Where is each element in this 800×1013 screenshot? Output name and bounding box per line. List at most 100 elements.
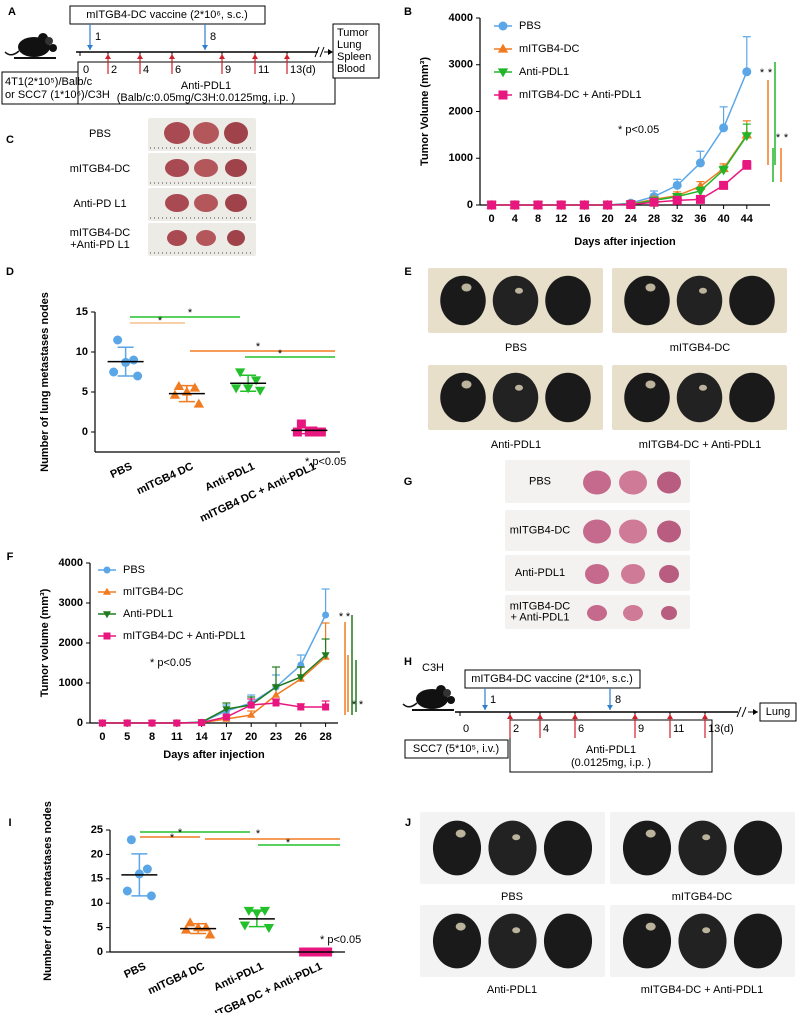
x-tick-label: 36 [694, 213, 706, 225]
panel-label: C [6, 134, 14, 146]
specimen [678, 820, 727, 876]
treatment-box [77, 61, 336, 105]
day-label: 13(d) [708, 723, 734, 735]
arrow-head [607, 705, 613, 710]
significance-mark: * [170, 832, 175, 844]
specimen [645, 380, 656, 389]
marker [718, 166, 729, 176]
marker [247, 710, 256, 718]
arrow-head [753, 709, 758, 715]
day-label: 0 [463, 723, 469, 735]
vaccine-day: 8 [210, 31, 216, 43]
panel-label: E [404, 266, 411, 278]
panel-label: I [8, 817, 11, 829]
marker [741, 132, 752, 142]
significance-mark: * [286, 837, 291, 849]
endpoint-box [759, 702, 797, 722]
y-tick-label: 0 [467, 199, 473, 211]
data-point [146, 891, 156, 901]
x-tick-label: 24 [625, 213, 638, 225]
specimen [729, 372, 775, 423]
data-point [296, 419, 306, 429]
photo-label: Anti-PDL1 [487, 984, 537, 996]
specimen [455, 829, 466, 838]
data-point [204, 929, 216, 939]
y-tick-label: 4000 [59, 557, 83, 569]
arrow-head [219, 54, 225, 59]
marker [672, 180, 682, 190]
series-line [102, 654, 327, 724]
specimen [432, 820, 482, 876]
specimen [702, 834, 711, 841]
marker [271, 690, 281, 698]
axis-break [741, 706, 747, 718]
legend-marker [103, 632, 111, 640]
x-tick-label: mITGB4 DC [146, 960, 207, 997]
y-tick-label: 3000 [449, 59, 473, 71]
data-point [250, 376, 262, 386]
axis-break [319, 46, 325, 58]
significance-mark: * [178, 827, 183, 839]
marker [579, 200, 589, 210]
x-tick-label: PBS [122, 960, 148, 980]
x-tick-label: 8 [149, 731, 155, 743]
dose-label: (0.0125mg, i.p. ) [571, 757, 651, 769]
photo-label: Anti-PDL1 [515, 567, 565, 579]
y-tick-label: 10 [76, 346, 88, 358]
arrow-head [632, 714, 638, 719]
marker [247, 701, 255, 709]
specimen [440, 372, 486, 423]
panel-label: J [405, 817, 411, 829]
photo-label: PBS [501, 891, 523, 903]
panel-label: A [8, 6, 16, 18]
y-tick-label: 15 [91, 873, 103, 885]
specimen [488, 820, 537, 876]
panel-label: B [404, 6, 412, 18]
y-tick-label: 10 [91, 897, 103, 909]
x-axis-label: Days after injection [574, 236, 676, 248]
photo-label: mITGB4-DC + Anti-PDL1 [639, 439, 762, 451]
significance-mark: * [346, 611, 351, 623]
specimen [225, 159, 247, 177]
marker [695, 194, 705, 204]
photo-label: + Anti-PDL1 [510, 611, 569, 623]
arrow-head [572, 714, 578, 719]
marker [742, 67, 752, 77]
x-tick-label: 4 [512, 213, 519, 225]
x-tick-label: 0 [99, 731, 105, 743]
day-label: 11 [258, 64, 269, 76]
y-tick-label: 25 [91, 824, 103, 836]
model-label: 4T1(2*10⁵)/Balb/c [5, 76, 93, 88]
specimen [676, 275, 723, 326]
annotation: * p<0.05 [150, 657, 191, 669]
specimen [545, 372, 591, 423]
specimen [645, 922, 656, 931]
dose-label: (Balb/c:0.05mg/C3H:0.0125mg, i.p. ) [117, 92, 296, 104]
specimen [623, 605, 643, 621]
specimen [699, 287, 707, 294]
y-tick-label: 5 [97, 922, 103, 934]
specimen [440, 275, 486, 326]
data-point [142, 864, 152, 874]
significance-mark: * [776, 132, 781, 144]
y-tick-label: 2000 [59, 637, 83, 649]
specimen [194, 159, 218, 177]
annotation: * p<0.05 [305, 456, 346, 468]
x-tick-label: 17 [220, 731, 232, 743]
data-point [234, 368, 246, 378]
photo-label: PBS [89, 128, 111, 140]
x-tick-label: 23 [270, 731, 282, 743]
specimen [657, 471, 681, 494]
x-tick-label: 16 [578, 213, 590, 225]
x-tick-label: 26 [295, 731, 307, 743]
marker [272, 699, 280, 707]
specimen [657, 520, 681, 543]
photo-label: Anti-PDL1 [491, 439, 541, 451]
legend-label: mITGB4-DC [519, 43, 580, 55]
x-tick-label: 8 [535, 213, 541, 225]
specimen [543, 820, 593, 876]
arrow-head [284, 54, 290, 59]
vaccine-label: mITGB4-DC vaccine (2*10⁶, s.c.) [471, 673, 633, 685]
specimen [729, 275, 775, 326]
specimen [583, 470, 611, 495]
